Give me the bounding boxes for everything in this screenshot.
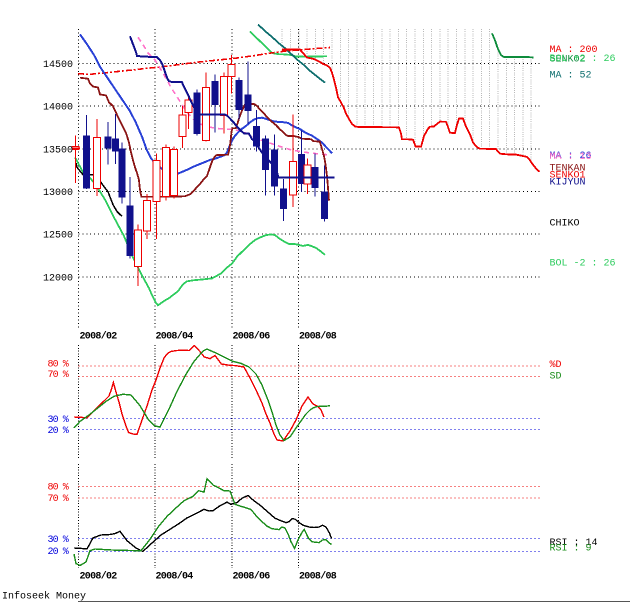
svg-text:20 %: 20 % bbox=[48, 426, 69, 437]
svg-text:RSI : 14: RSI : 14 bbox=[550, 538, 598, 549]
svg-text:%D: %D bbox=[550, 360, 562, 371]
svg-text:RSI : 9: RSI : 9 bbox=[550, 544, 592, 555]
svg-text:20 %: 20 % bbox=[48, 547, 69, 558]
svg-text:2008/04: 2008/04 bbox=[156, 331, 194, 343]
svg-text:SENKO2: SENKO2 bbox=[550, 55, 586, 66]
svg-text:2008/04: 2008/04 bbox=[156, 571, 194, 583]
svg-text:13500: 13500 bbox=[43, 145, 73, 156]
svg-text:MA : 13: MA : 13 bbox=[550, 152, 592, 163]
svg-text:MA : 52: MA : 52 bbox=[550, 71, 592, 82]
svg-text:CHIKO: CHIKO bbox=[550, 218, 580, 229]
svg-text:2008/08: 2008/08 bbox=[299, 331, 337, 343]
svg-text:KIJYUN: KIJYUN bbox=[550, 177, 586, 188]
svg-text:2008/08: 2008/08 bbox=[299, 571, 337, 583]
svg-text:MA : 26: MA : 26 bbox=[550, 151, 592, 162]
svg-text:SENKO1: SENKO1 bbox=[550, 170, 586, 181]
svg-text:2008/06: 2008/06 bbox=[233, 331, 271, 343]
svg-text:70 %: 70 % bbox=[48, 494, 69, 505]
svg-text:80 %: 80 % bbox=[48, 360, 69, 371]
svg-text:SD: SD bbox=[550, 372, 562, 383]
svg-text:14500: 14500 bbox=[43, 60, 73, 71]
svg-text:30 %: 30 % bbox=[48, 415, 69, 426]
svg-text:70 %: 70 % bbox=[48, 370, 69, 381]
svg-text:BOL +2 : 26: BOL +2 : 26 bbox=[550, 54, 616, 65]
svg-text:2008/02: 2008/02 bbox=[80, 331, 118, 343]
svg-text:MA : 200: MA : 200 bbox=[550, 45, 598, 56]
svg-text:TENKAN: TENKAN bbox=[550, 164, 586, 175]
svg-text:BOL -2 : 26: BOL -2 : 26 bbox=[550, 258, 616, 269]
svg-text:2008/02: 2008/02 bbox=[80, 571, 118, 583]
svg-text:14000: 14000 bbox=[43, 103, 73, 114]
svg-text:80 %: 80 % bbox=[48, 483, 69, 494]
svg-text:12000: 12000 bbox=[43, 273, 73, 284]
svg-text:12500: 12500 bbox=[43, 231, 73, 242]
svg-text:Infoseek Money: Infoseek Money bbox=[2, 591, 86, 603]
svg-text:30 %: 30 % bbox=[48, 535, 69, 546]
svg-text:2008/06: 2008/06 bbox=[233, 571, 271, 583]
svg-text:13000: 13000 bbox=[43, 188, 73, 199]
